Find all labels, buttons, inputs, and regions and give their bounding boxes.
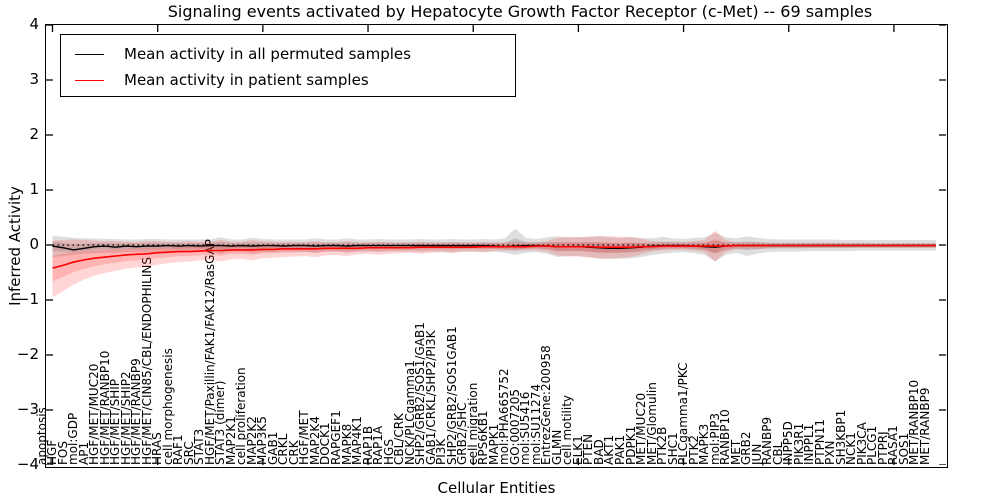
- y-tick-label: −1: [16, 290, 39, 308]
- y-tick-label: 0: [29, 235, 39, 253]
- permuted-std-band-outer: [52, 228, 936, 262]
- legend-black-line-sample: [75, 53, 104, 55]
- patient-mean-line: [52, 244, 936, 269]
- legend: Mean activity in all permuted samples Me…: [60, 34, 516, 97]
- legend-red-line-sample: [75, 79, 104, 81]
- patient-std-band-inner: [52, 239, 936, 282]
- y-tick-label: 4: [29, 15, 39, 33]
- y-tick-label: −2: [16, 345, 39, 363]
- x-axis-label: Cellular Entities: [437, 479, 556, 497]
- y-tick-label: −4: [16, 455, 39, 473]
- legend-label-permuted: Mean activity in all permuted samples: [124, 45, 411, 63]
- chart-title: Signaling events activated by Hepatocyte…: [167, 2, 873, 21]
- legend-label-patient: Mean activity in patient samples: [124, 71, 369, 89]
- patient-std-band-outer: [52, 230, 936, 298]
- y-tick-label: 3: [29, 70, 39, 88]
- legend-item-patient-samples: Mean activity in patient samples: [75, 67, 515, 93]
- y-tick-label: 2: [29, 125, 39, 143]
- y-tick-label: 1: [29, 180, 39, 198]
- x-tick-label: MET/RANBP9: [918, 387, 932, 465]
- permuted-std-band-inner: [52, 238, 936, 254]
- legend-item-permuted-samples: Mean activity in all permuted samples: [75, 41, 515, 67]
- permuted-mean-line: [52, 244, 936, 251]
- y-tick-label: −3: [16, 400, 39, 418]
